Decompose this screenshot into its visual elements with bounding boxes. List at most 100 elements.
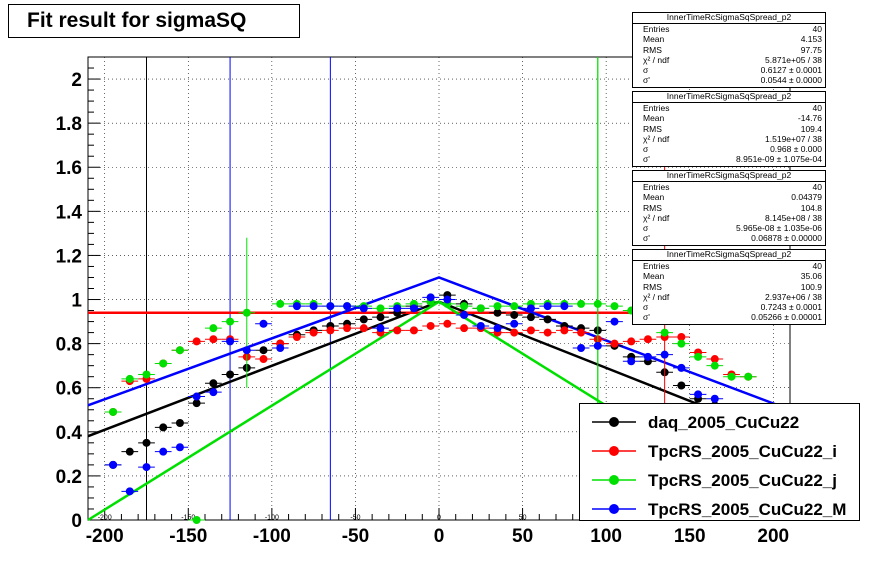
data-point bbox=[276, 344, 285, 353]
data-point bbox=[209, 324, 218, 333]
stat-label: Mean bbox=[643, 113, 665, 124]
data-point bbox=[376, 313, 385, 322]
data-point bbox=[393, 326, 402, 335]
data-point bbox=[409, 304, 418, 313]
stat-row: σ 0.7243 ± 0.0001 bbox=[633, 302, 825, 312]
stat-row: σ' 0.05266 ± 0.00001 bbox=[633, 312, 825, 322]
stat-box: InnerTimeRcSigmaSqSpread_p2 Entries 40 Mean… bbox=[632, 91, 826, 167]
stat-row: χ² / ndf 5.871e+05 / 38 bbox=[633, 55, 825, 65]
stat-label: σ bbox=[643, 302, 649, 313]
legend-label: daq_2005_CuCu22 bbox=[648, 413, 800, 432]
stat-value: 8.951e-09 ± 1.075e-04 bbox=[736, 154, 822, 165]
stat-label: σ bbox=[643, 144, 649, 155]
x-tick-label: -200 bbox=[86, 526, 124, 547]
stat-label: RMS bbox=[643, 202, 662, 213]
data-point bbox=[226, 370, 235, 379]
data-point bbox=[493, 302, 502, 311]
stat-value: 2.937e+06 / 38 bbox=[765, 291, 822, 302]
y-tick-label: 1.4 bbox=[56, 202, 83, 223]
data-point bbox=[109, 407, 118, 416]
stat-value: 97.75 bbox=[800, 44, 822, 55]
stat-value: 40 bbox=[812, 182, 822, 192]
stat-row: χ² / ndf 2.937e+06 / 38 bbox=[633, 292, 825, 302]
stat-label: σ bbox=[643, 223, 649, 234]
stat-row: σ 0.6127 ± 0.0001 bbox=[633, 65, 825, 75]
data-point bbox=[226, 337, 235, 346]
stat-label: χ² / ndf bbox=[643, 54, 670, 65]
data-point bbox=[426, 321, 435, 330]
stat-value: 5.871e+05 / 38 bbox=[765, 54, 822, 65]
data-point bbox=[409, 326, 418, 335]
stat-label: σ' bbox=[643, 312, 650, 323]
data-point bbox=[159, 423, 168, 432]
stat-value: 0.968 ± 0.000 bbox=[770, 144, 822, 155]
data-point bbox=[460, 310, 469, 319]
data-point bbox=[560, 326, 569, 335]
data-point bbox=[677, 339, 686, 348]
legend-marker-icon bbox=[592, 475, 636, 485]
stat-label: χ² / ndf bbox=[643, 212, 670, 223]
data-point bbox=[510, 328, 519, 337]
y-tick-label: 0.2 bbox=[56, 467, 82, 488]
stat-label: Mean bbox=[643, 192, 665, 203]
data-point bbox=[526, 326, 535, 335]
x-tick-label: 100 bbox=[590, 526, 622, 547]
data-point bbox=[192, 337, 201, 346]
stat-value: 0.05266 ± 0.00001 bbox=[751, 312, 822, 323]
y-tick-label: 0.8 bbox=[56, 335, 82, 356]
data-point bbox=[610, 302, 619, 311]
stat-value: 40 bbox=[812, 103, 822, 113]
stat-row: χ² / ndf 8.145e+08 / 38 bbox=[633, 213, 825, 223]
stat-value: 40 bbox=[812, 24, 822, 34]
stat-value: 100.9 bbox=[800, 281, 822, 292]
x-tick-label: 150 bbox=[674, 526, 706, 547]
stat-label: Entries bbox=[643, 24, 670, 34]
x-tick-label: 0 bbox=[434, 526, 445, 547]
data-point bbox=[192, 392, 201, 401]
data-point bbox=[376, 304, 385, 313]
data-point bbox=[192, 399, 201, 408]
data-point bbox=[343, 302, 352, 311]
data-point bbox=[359, 315, 368, 324]
data-point bbox=[643, 335, 652, 344]
stat-row: σ' 0.0544 ± 0.0000 bbox=[633, 75, 825, 85]
data-point bbox=[610, 339, 619, 348]
data-point bbox=[292, 302, 301, 311]
stat-box-title: InnerTimeRcSigmaSqSpread_p2 bbox=[633, 250, 825, 261]
data-point bbox=[677, 333, 686, 342]
stat-value: 0.6127 ± 0.0001 bbox=[760, 65, 822, 76]
x-tick-label: 200 bbox=[757, 526, 789, 547]
stat-row: σ 0.968 ± 0.000 bbox=[633, 144, 825, 154]
data-point bbox=[226, 317, 235, 326]
stat-value: 40 bbox=[812, 261, 822, 271]
data-point bbox=[710, 394, 719, 403]
y-tick-label: 1.6 bbox=[56, 158, 82, 179]
x-tick-label-small: 0 bbox=[437, 515, 441, 522]
data-point bbox=[142, 438, 151, 447]
chart-title: Fit result for sigmaSQ bbox=[8, 4, 300, 38]
data-point bbox=[142, 370, 151, 379]
data-point bbox=[627, 357, 636, 366]
data-point bbox=[426, 293, 435, 302]
legend-marker-icon bbox=[592, 446, 636, 456]
stat-value: 4.153 bbox=[800, 34, 822, 45]
data-point bbox=[510, 302, 519, 311]
data-point bbox=[476, 304, 485, 313]
stat-row: σ' 0.06878 ± 0.00000 bbox=[633, 233, 825, 243]
data-point bbox=[493, 308, 502, 317]
data-point bbox=[694, 390, 703, 399]
data-point bbox=[577, 328, 586, 337]
stat-box-title: InnerTimeRcSigmaSqSpread_p2 bbox=[633, 13, 825, 24]
data-point bbox=[710, 361, 719, 370]
legend-entry-tpcrs-m: TpcRS_2005_CuCu22_M bbox=[580, 494, 859, 523]
data-point bbox=[660, 350, 669, 359]
data-point bbox=[577, 344, 586, 353]
stat-row: RMS 109.4 bbox=[633, 124, 825, 134]
stat-row: RMS 100.9 bbox=[633, 282, 825, 292]
data-point bbox=[694, 352, 703, 361]
data-point bbox=[159, 359, 168, 368]
data-point bbox=[259, 346, 268, 355]
data-point bbox=[309, 302, 318, 311]
data-point bbox=[443, 319, 452, 328]
data-point bbox=[309, 328, 318, 337]
